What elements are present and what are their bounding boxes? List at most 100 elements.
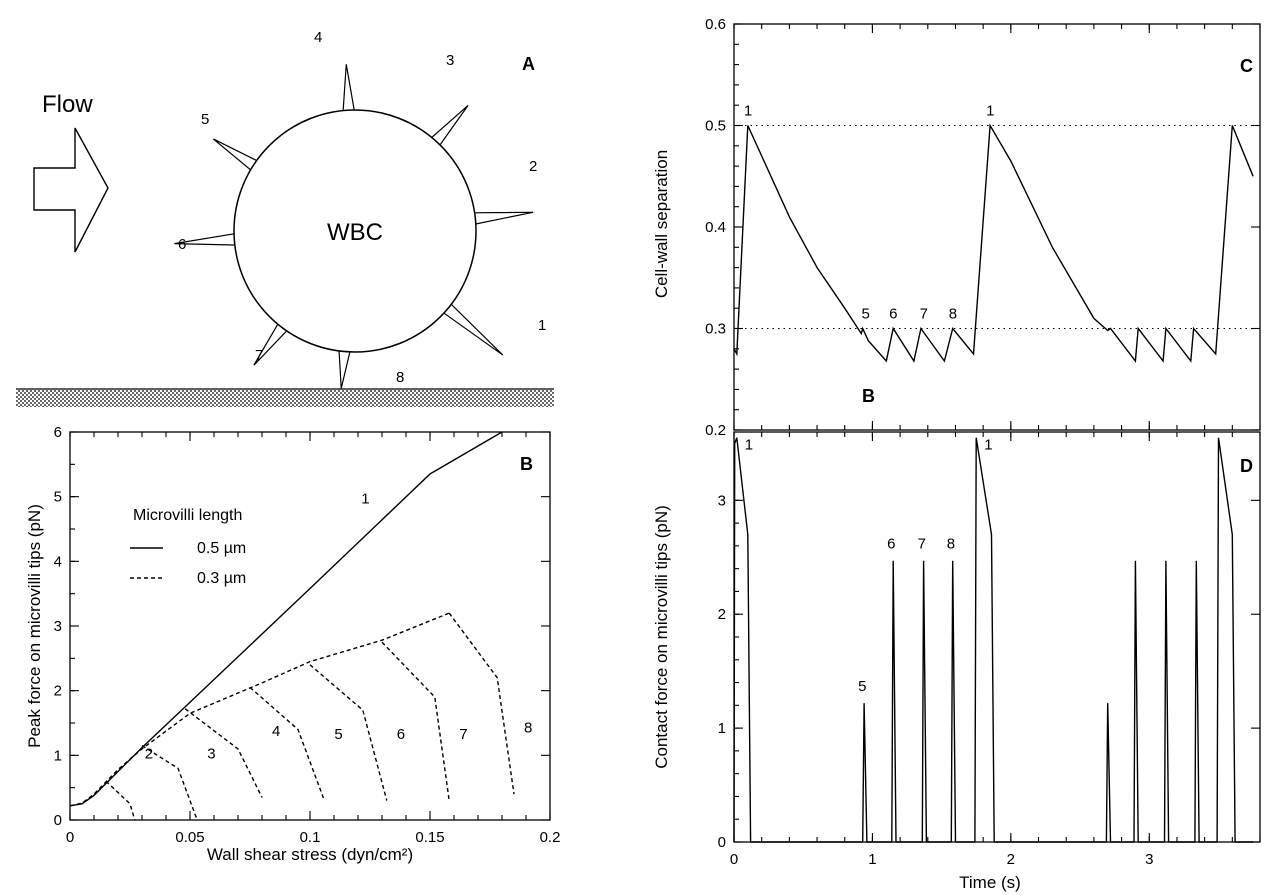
chart-b: B Wall shear stress (dyn/cm²) Peak force… xyxy=(25,424,560,864)
microvillus-1 xyxy=(439,300,504,356)
chart-c-ticks: 0.2 0.3 0.4 0.5 0.6 xyxy=(705,16,1261,439)
chart-b-xtick-label-0: 0 xyxy=(66,829,74,846)
chart-b-ticks: 0 1 2 3 4 5 6 0 0.05 0.1 0.15 0.2 xyxy=(54,424,561,846)
chart-d-ylabel: Contact force on microvilli tips (pN) xyxy=(652,505,671,769)
chart-c-frame xyxy=(733,23,1261,431)
flow-label: Flow xyxy=(42,91,93,118)
microvillus-label-6: 6 xyxy=(178,236,186,253)
chart-d-xtick-label-2: 2 xyxy=(1007,851,1015,868)
chart-c-ytick-label-0: 0.2 xyxy=(705,422,726,439)
microvillus-label-8: 8 xyxy=(396,369,404,386)
chart-c-annotation-5: 5 xyxy=(862,306,870,323)
chart-b-legend-title: Microvilli length xyxy=(133,507,242,524)
chart-b-letter: B xyxy=(520,454,533,474)
chart-b-series-curve-2 xyxy=(105,780,136,821)
microvillus-4 xyxy=(342,64,356,116)
chart-b-series xyxy=(69,431,515,821)
chart-d-annotation-5: 5 xyxy=(858,678,866,695)
chart-d-annotation-1: 1 xyxy=(984,437,992,454)
chart-d: D Time (s) Contact force on microvilli t… xyxy=(652,431,1261,892)
wbc-cell xyxy=(233,109,477,353)
chart-b-curve-label-8: 8 xyxy=(524,720,532,737)
microvillus-label-7: 7 xyxy=(255,347,263,364)
chart-c-annotation-6: 6 xyxy=(889,306,897,323)
microvilli-labels: 1 2 3 4 5 6 7 8 xyxy=(178,29,546,386)
chart-b-ytick-label-6: 6 xyxy=(54,424,62,441)
chart-b-curve-label-6: 6 xyxy=(397,726,405,743)
chart-b-ytick-label-1: 1 xyxy=(54,747,62,764)
microvillus-8 xyxy=(338,346,352,389)
chart-b-curve-label-1: 1 xyxy=(361,491,369,508)
chart-d-ytick-label-3: 3 xyxy=(718,492,726,509)
chart-d-xlabel: Time (s) xyxy=(959,873,1021,892)
chart-d-annotation-6: 6 xyxy=(887,536,895,553)
chart-d-ytick-label-0: 0 xyxy=(718,834,726,851)
chart-c-annotation-8: 8 xyxy=(949,306,957,323)
panel-a-letter: A xyxy=(522,54,535,74)
chart-c-letter: C xyxy=(1240,56,1253,76)
chart-d-frame xyxy=(733,431,1261,843)
chart-d-annotation-8: 8 xyxy=(947,536,955,553)
chart-b-legend-label-0: 0.5 µm xyxy=(197,540,246,557)
chart-d-xtick-label-0: 0 xyxy=(730,851,738,868)
chart-b-series-curve-8 xyxy=(448,612,515,795)
chart-b-ytick-label-0: 0 xyxy=(54,812,62,829)
chart-c-series xyxy=(733,123,1254,363)
chart-c-ylabel: Cell-wall separation xyxy=(652,150,671,298)
chart-b-series-curve-3 xyxy=(141,745,198,821)
chart-b-series-curve-4 xyxy=(184,708,263,798)
chart-c-annotation-1: 1 xyxy=(986,103,994,120)
chart-c-ytick-label-1: 0.3 xyxy=(705,321,726,338)
chart-b-series-curve-5 xyxy=(249,686,326,801)
chart-b-xtick-label-2: 0.1 xyxy=(300,829,321,846)
chart-b-curve-label-5: 5 xyxy=(334,726,342,743)
panel-a: A Flow WBC 1 2 3 4 5 6 7 8 xyxy=(16,29,554,407)
microvillus-2 xyxy=(470,211,534,226)
microvilli-group xyxy=(174,64,534,389)
chart-b-curve-label-3: 3 xyxy=(207,746,215,763)
microvillus-label-3: 3 xyxy=(446,52,454,69)
chart-c-annotation-7: 7 xyxy=(920,306,928,323)
microvillus-label-4: 4 xyxy=(314,29,322,46)
chart-b-ylabel: Peak force on microvilli tips (pN) xyxy=(25,504,44,748)
chart-d-annotations: 1 5 6 7 8 1 xyxy=(745,437,993,695)
chart-c-ytick-label-4: 0.6 xyxy=(705,16,726,33)
chart-c-corner-label: B xyxy=(862,386,875,406)
chart-c-ytick-label-2: 0.4 xyxy=(705,219,726,236)
chart-b-ytick-label-4: 4 xyxy=(54,553,62,570)
chart-b-xlabel: Wall shear stress (dyn/cm²) xyxy=(207,845,413,864)
chart-b-ytick-label-3: 3 xyxy=(54,618,62,635)
microvillus-label-1: 1 xyxy=(538,317,546,334)
chart-b-xtick-label-1: 0.05 xyxy=(175,829,204,846)
chart-d-xtick-label-3: 3 xyxy=(1145,851,1153,868)
wall-surface xyxy=(16,390,554,407)
chart-d-annotation-7: 7 xyxy=(918,536,926,553)
microvillus-label-2: 2 xyxy=(529,158,537,175)
microvillus-label-5: 5 xyxy=(201,111,209,128)
chart-c: C B Cell-wall separation 0.2 0.3 0.4 0.5 0.6… xyxy=(652,16,1261,439)
chart-c-annotation-1: 1 xyxy=(744,103,752,120)
chart-d-series xyxy=(733,437,1254,843)
flow-arrow-icon xyxy=(33,127,109,253)
chart-b-xtick-label-3: 0.15 xyxy=(415,829,444,846)
chart-d-ytick-label-1: 1 xyxy=(718,720,726,737)
chart-b-curve-labels: 1 2 3 4 5 6 7 8 xyxy=(145,491,533,763)
chart-d-ytick-label-2: 2 xyxy=(718,606,726,623)
chart-d-letter: D xyxy=(1240,456,1253,476)
chart-b-curve-label-7: 7 xyxy=(459,726,467,743)
chart-c-annotations: 1 5 6 7 8 1 xyxy=(744,103,995,323)
chart-b-xtick-label-4: 0.2 xyxy=(540,829,561,846)
chart-b-series-curve-6 xyxy=(309,664,388,801)
chart-b-curve-label-2: 2 xyxy=(145,746,153,763)
wbc-label: WBC xyxy=(327,219,383,246)
chart-d-xtick-label-1: 1 xyxy=(868,851,876,868)
chart-b-legend: Microvilli length 0.5 µm 0.3 µm xyxy=(130,507,246,587)
chart-d-series-force xyxy=(733,437,1254,843)
chart-b-ytick-label-2: 2 xyxy=(54,683,62,700)
chart-c-series-separation xyxy=(733,123,1254,363)
chart-d-annotation-1: 1 xyxy=(745,437,753,454)
chart-c-reference-lines xyxy=(734,125,1260,329)
chart-c-ytick-label-3: 0.5 xyxy=(705,118,726,135)
chart-b-series-envelope xyxy=(69,612,450,807)
